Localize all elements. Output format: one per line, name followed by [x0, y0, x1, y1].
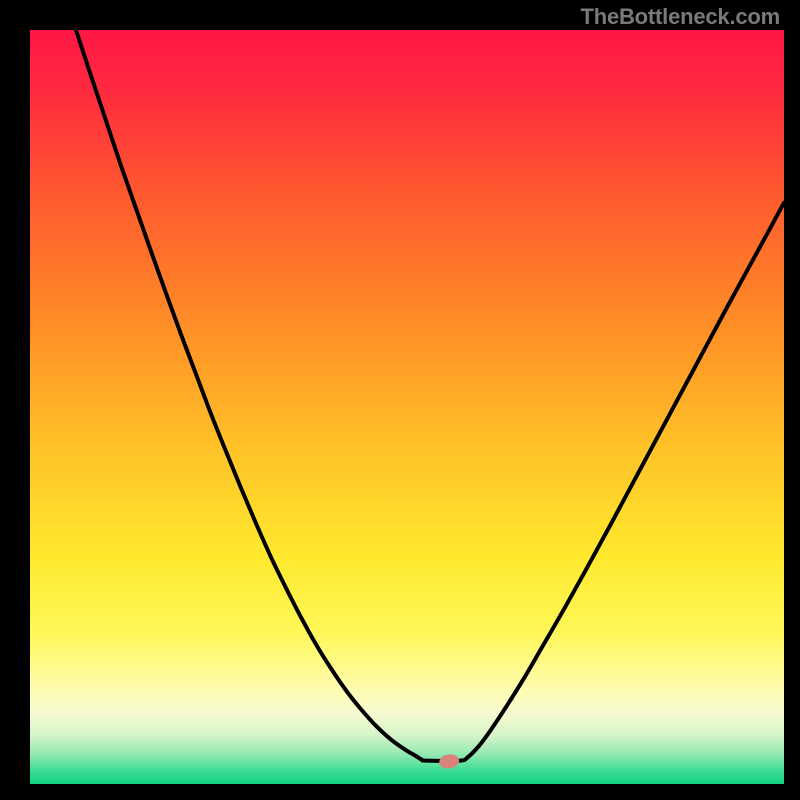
bottleneck-curve	[30, 30, 784, 784]
watermark-text: TheBottleneck.com	[580, 4, 780, 30]
curve-path	[76, 30, 784, 761]
chart-frame: TheBottleneck.com	[0, 0, 800, 800]
plot-area	[30, 30, 784, 784]
min-marker	[438, 753, 460, 770]
